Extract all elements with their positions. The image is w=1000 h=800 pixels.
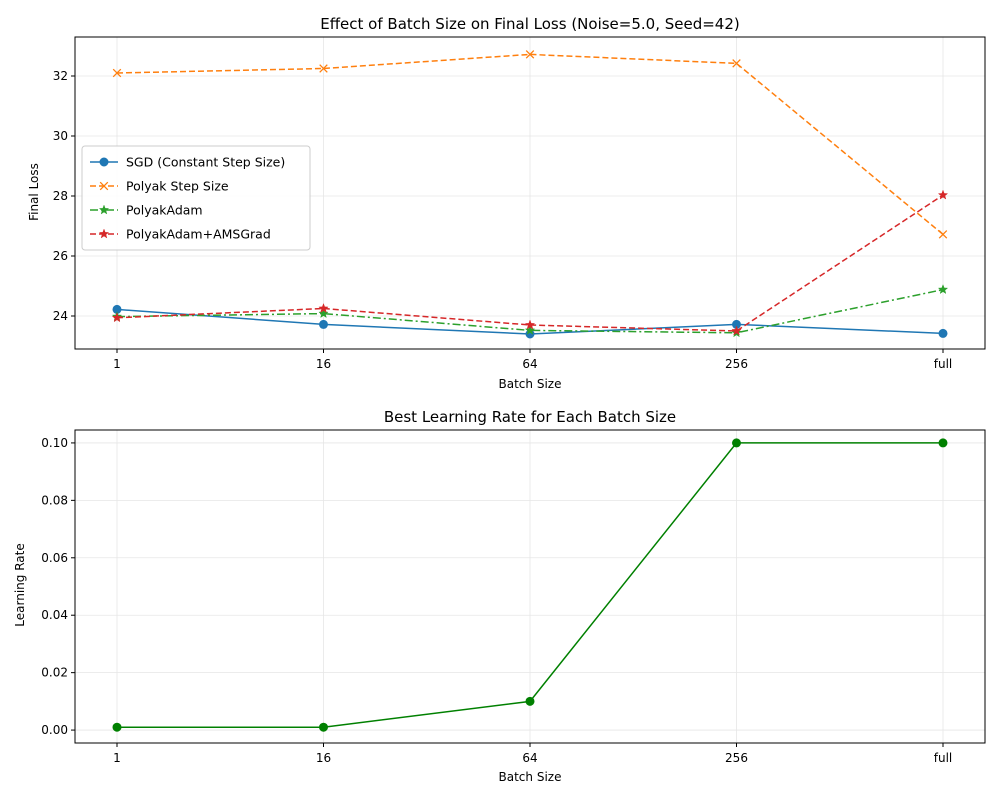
data-point [112,722,122,732]
legend: SGD (Constant Step Size) Polyak Step Size… [81,145,311,251]
legend-entry: PolyakAdam [126,203,203,218]
data-point [937,189,949,200]
data-point [319,64,328,73]
legend-entry: PolyakAdam+AMSGrad [126,227,271,242]
data-point [111,312,123,323]
series-line [116,288,944,334]
data-point [938,328,948,338]
series-0 [112,438,948,732]
y-tick-label: 28 [53,189,68,203]
data-point [525,696,535,706]
chart-title: Effect of Batch Size on Final Loss (Nois… [320,15,740,33]
data-point [112,68,122,78]
y-tick-label: 0.02 [41,666,68,680]
chart-title: Best Learning Rate for Each Batch Size [384,408,676,426]
series-line [116,53,944,235]
data-point [937,284,949,295]
legend-swatch-marker [98,204,110,215]
loss-chart: Effect of Batch Size on Final Loss (Nois… [27,15,986,391]
series-1 [112,50,948,239]
y-tick-label: 0.10 [41,436,68,450]
data-point [938,438,948,448]
x-axis-label: Batch Size [499,770,562,784]
legend-entry: SGD (Constant Step Size) [126,155,285,170]
data-point [319,722,328,732]
x-tick-label: full [934,357,953,371]
x-tick-label: full [934,751,953,765]
y-tick-label: 30 [53,129,68,143]
legend-swatch-marker [99,181,109,191]
data-point [524,324,536,335]
data-point [938,230,948,239]
x-tick-label: 16 [316,357,331,371]
x-tick-label: 64 [522,751,537,765]
x-axis-label: Batch Size [499,377,562,391]
x-tick-label: 256 [725,357,748,371]
y-tick-label: 0.06 [41,551,68,565]
data-point [319,319,328,329]
y-tick-label: 0.08 [41,493,68,507]
y-axis-label: Final Loss [27,163,41,221]
data-point [731,325,742,336]
legend-box [81,145,311,251]
data-point [318,302,329,313]
data-point [524,319,536,330]
series-3 [111,189,949,336]
legend-swatch-marker [98,228,110,239]
data-point [318,308,329,319]
x-tick-label: 16 [316,751,331,765]
y-tick-label: 26 [53,249,68,263]
x-tick-label: 64 [522,357,537,371]
y-tick-label: 0.04 [41,608,68,622]
x-tick-label: 1 [113,751,121,765]
series-line [116,194,944,332]
data-point [732,59,741,68]
data-point [732,438,741,448]
y-tick-label: 24 [53,309,68,323]
x-tick-label: 256 [725,751,748,765]
learning-rate-chart: Best Learning Rate for Each Batch Size B… [13,408,986,784]
y-tick-label: 0.00 [41,723,68,737]
y-axis-label: Learning Rate [13,543,27,626]
y-tick-label: 32 [53,69,68,83]
legend-entry: Polyak Step Size [126,179,229,194]
data-point [525,50,535,59]
x-tick-label: 1 [113,357,121,371]
legend-swatch-marker [99,157,109,167]
